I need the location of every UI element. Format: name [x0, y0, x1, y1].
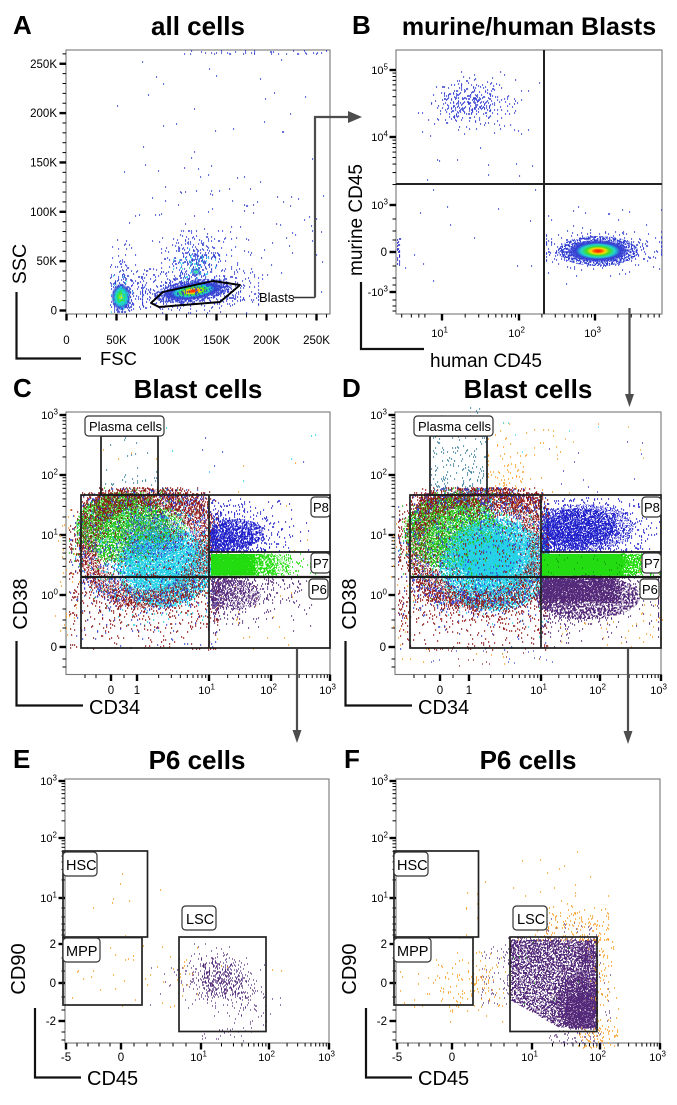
svg-text:-5: -5: [392, 1052, 402, 1064]
svg-text:B: B: [352, 10, 371, 40]
svg-text:0: 0: [63, 335, 69, 347]
svg-text:-2: -2: [377, 1016, 387, 1028]
svg-text:P8: P8: [313, 500, 329, 515]
svg-text:P6 cells: P6 cells: [480, 745, 577, 775]
svg-text:HSC: HSC: [66, 858, 97, 874]
svg-text:D: D: [342, 373, 361, 403]
svg-text:0: 0: [51, 642, 57, 654]
svg-text:Blast cells: Blast cells: [134, 374, 263, 404]
svg-text:Plasma cells: Plasma cells: [89, 419, 162, 434]
svg-text:P6 cells: P6 cells: [149, 745, 246, 775]
svg-text:MPP: MPP: [397, 944, 428, 960]
svg-text:-2: -2: [46, 1016, 56, 1028]
svg-text:murine/human Blasts: murine/human Blasts: [402, 13, 656, 41]
svg-text:P7: P7: [644, 556, 660, 571]
svg-text:150K: 150K: [30, 157, 57, 169]
svg-text:100K: 100K: [153, 335, 180, 347]
svg-text:SSC: SSC: [9, 244, 31, 284]
svg-text:0: 0: [381, 978, 387, 990]
svg-text:0: 0: [380, 642, 386, 654]
svg-text:0: 0: [51, 306, 57, 318]
svg-text:CD38: CD38: [10, 578, 32, 629]
svg-text:P6: P6: [311, 582, 327, 597]
svg-text:human CD45: human CD45: [430, 351, 542, 372]
svg-text:FSC: FSC: [100, 348, 137, 369]
svg-text:P8: P8: [644, 500, 660, 515]
svg-text:100K: 100K: [30, 207, 57, 219]
svg-text:CD90: CD90: [339, 943, 361, 994]
svg-text:0: 0: [449, 1052, 455, 1064]
svg-text:1: 1: [466, 685, 472, 697]
svg-text:Plasma cells: Plasma cells: [418, 419, 491, 434]
svg-text:50K: 50K: [106, 335, 127, 347]
svg-text:LSC: LSC: [517, 912, 545, 928]
svg-text:CD38: CD38: [339, 578, 361, 629]
svg-text:-5: -5: [61, 1052, 71, 1064]
svg-text:P6: P6: [642, 582, 658, 597]
svg-text:0: 0: [108, 685, 114, 697]
svg-text:0: 0: [437, 685, 443, 697]
svg-text:CD45: CD45: [418, 1068, 469, 1090]
svg-text:A: A: [13, 10, 32, 40]
svg-text:all cells: all cells: [151, 11, 245, 41]
svg-text:0: 0: [118, 1052, 124, 1064]
svg-text:200K: 200K: [253, 335, 280, 347]
svg-text:Blasts: Blasts: [259, 290, 295, 305]
svg-text:CD45: CD45: [87, 1068, 138, 1090]
svg-text:LSC: LSC: [186, 912, 214, 928]
svg-text:1: 1: [134, 685, 140, 697]
svg-text:CD34: CD34: [418, 697, 469, 719]
svg-text:MPP: MPP: [66, 944, 97, 960]
svg-text:murine CD45: murine CD45: [346, 164, 367, 276]
svg-text:200K: 200K: [30, 108, 57, 120]
svg-text:150K: 150K: [203, 335, 230, 347]
svg-text:50K: 50K: [37, 256, 58, 268]
svg-text:CD90: CD90: [8, 943, 30, 994]
svg-text:F: F: [344, 744, 360, 774]
svg-text:0: 0: [381, 247, 387, 259]
svg-text:250K: 250K: [30, 59, 57, 71]
svg-text:E: E: [13, 744, 30, 774]
svg-text:250K: 250K: [303, 335, 330, 347]
svg-text:0: 0: [50, 978, 56, 990]
svg-text:2: 2: [50, 939, 56, 951]
svg-text:C: C: [13, 373, 32, 403]
svg-text:P7: P7: [313, 556, 329, 571]
svg-text:CD34: CD34: [89, 697, 140, 719]
svg-text:HSC: HSC: [397, 858, 428, 874]
svg-text:-103: -103: [368, 285, 389, 300]
svg-text:2: 2: [381, 939, 387, 951]
svg-text:Blast cells: Blast cells: [464, 374, 593, 404]
